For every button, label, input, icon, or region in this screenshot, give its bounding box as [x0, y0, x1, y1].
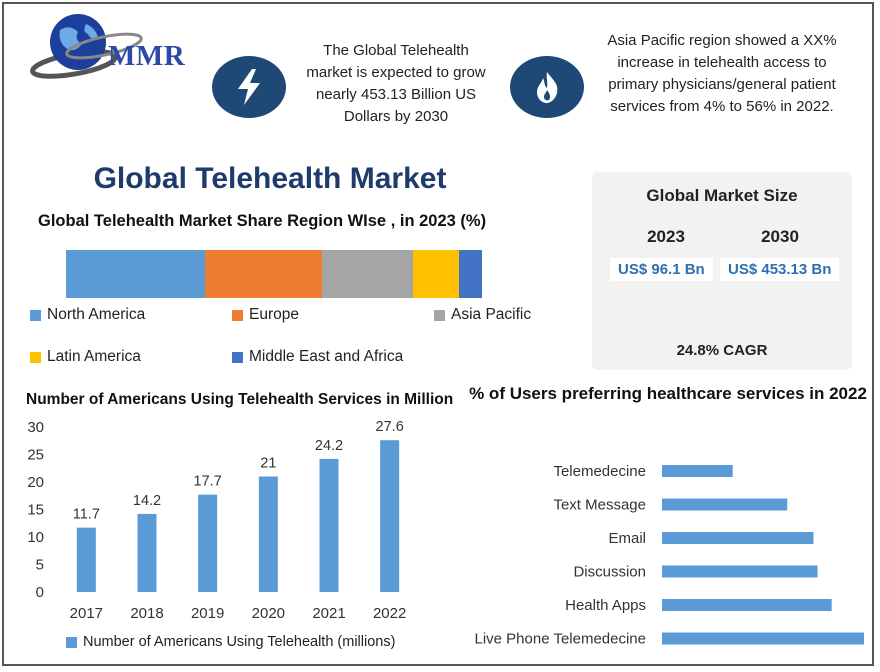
category-label: Text Message: [553, 497, 646, 514]
cagr-label: 24.8% CAGR: [676, 342, 768, 359]
legend-label: Middle East and Africa: [249, 348, 404, 365]
infographic-frame: [2, 2, 874, 666]
share-segment-latin-america: [413, 250, 460, 298]
category-label: Health Apps: [565, 597, 646, 614]
asia-pacific-blurb: Asia Pacific region showed a XX% increas…: [607, 32, 837, 115]
legend-item-asia-pacific: Asia Pacific: [434, 306, 531, 324]
legend-swatch: [30, 351, 41, 363]
legend-swatch: [232, 351, 243, 363]
category-label: Live Phone Telemedecine: [474, 631, 646, 648]
year-2023: 2023: [647, 227, 685, 246]
mmr-logo-globe-icon: [30, 14, 143, 79]
share-segment-asia-pacific: [321, 250, 414, 298]
hbar-live-phone-telemedecine: [662, 632, 864, 645]
share-segment-north-america: [66, 250, 206, 298]
bar-value-label: 27.6: [376, 419, 404, 435]
legend-label: Europe: [249, 306, 299, 323]
x-tick-label: 2019: [191, 605, 224, 622]
market-size-title: Global Market Size: [646, 186, 798, 205]
bar-2018: [137, 513, 157, 592]
legend-item-europe: Europe: [232, 306, 299, 324]
y-tick-label: 5: [36, 557, 44, 574]
hbar-health-apps: [662, 599, 832, 611]
y-tick-label: 0: [36, 584, 44, 601]
x-tick-label: 2020: [252, 605, 285, 622]
legend-item-middle-east-and-africa: Middle East and Africa: [232, 348, 403, 366]
legend-swatch: [232, 309, 243, 321]
americans-legend-label: Number of Americans Using Telehealth (mi…: [83, 634, 396, 650]
category-label: Telemedecine: [553, 463, 646, 480]
market-size-panel: Global Market Size 2023 2030 US$ 96.1 Bn…: [592, 172, 852, 370]
americans-bar-chart: 0 5 10 15 20 25 30 11.7 2017 14.2 2018 17.7 2019 21 20…: [27, 419, 406, 622]
share-segment-middle-east-and-africa: [459, 250, 482, 298]
bar-2021: [319, 458, 339, 592]
bar-value-label: 24.2: [315, 438, 343, 454]
market-growth-blurb: The Global Telehealth market is expected…: [306, 42, 486, 125]
legend-item-latin-america: Latin America: [30, 348, 141, 366]
americans-chart-title: Number of Americans Using Telehealth Ser…: [26, 391, 454, 408]
y-tick-label: 10: [27, 529, 44, 546]
legend-label: Asia Pacific: [451, 306, 532, 323]
legend-item-north-america: North America: [30, 306, 145, 324]
main-title: Global Telehealth Market: [93, 162, 447, 195]
category-label: Email: [608, 530, 646, 547]
bar-value-label: 17.7: [194, 474, 222, 490]
y-tick-label: 20: [27, 474, 44, 491]
x-tick-label: 2017: [70, 605, 103, 622]
y-tick-label: 30: [27, 419, 44, 436]
y-tick-label: 25: [27, 447, 44, 464]
share-legend: North America Europe Asia Pacific Latin Ame…: [30, 306, 570, 376]
lightning-icon: [212, 56, 286, 118]
legend-swatch: [30, 309, 41, 321]
preference-bar-chart: Telemedecine Text Message Email Discussion H…: [474, 463, 864, 648]
y-tick-label: 15: [27, 502, 44, 519]
americans-legend: Number of Americans Using Telehealth (mi…: [66, 634, 395, 650]
x-tick-label: 2022: [373, 605, 406, 622]
legend-swatch: [434, 309, 445, 321]
bar-2022: [380, 440, 400, 592]
share-segment-europe: [205, 250, 322, 298]
bar-2020: [258, 476, 278, 592]
bar-2019: [198, 494, 218, 592]
year-2030: 2030: [761, 227, 799, 246]
x-tick-label: 2018: [130, 605, 163, 622]
flame-icon: [510, 56, 584, 118]
hbar-discussion: [662, 565, 818, 578]
legend-label: North America: [47, 306, 146, 323]
bar-value-label: 11.7: [73, 507, 100, 523]
hbar-telemedecine: [662, 465, 733, 477]
bar-value-label: 21: [260, 456, 276, 472]
legend-label: Latin America: [47, 348, 141, 365]
hbar-text-message: [662, 498, 788, 511]
x-tick-label: 2021: [312, 605, 345, 622]
preference-chart-title: % of Users preferring healthcare service…: [469, 384, 867, 403]
market-size-2023: US$ 96.1 Bn: [610, 258, 713, 281]
logo-text: MMR: [108, 40, 186, 72]
legend-swatch: [66, 636, 77, 648]
share-chart-title: Global Telehealth Market Share Region WI…: [38, 212, 487, 230]
category-label: Discussion: [573, 564, 646, 581]
hbar-email: [662, 532, 814, 544]
bar-2017: [76, 527, 96, 592]
bar-value-label: 14.2: [133, 493, 161, 509]
market-size-2030: US$ 453.13 Bn: [720, 258, 840, 281]
share-stacked-bar: [66, 250, 482, 298]
